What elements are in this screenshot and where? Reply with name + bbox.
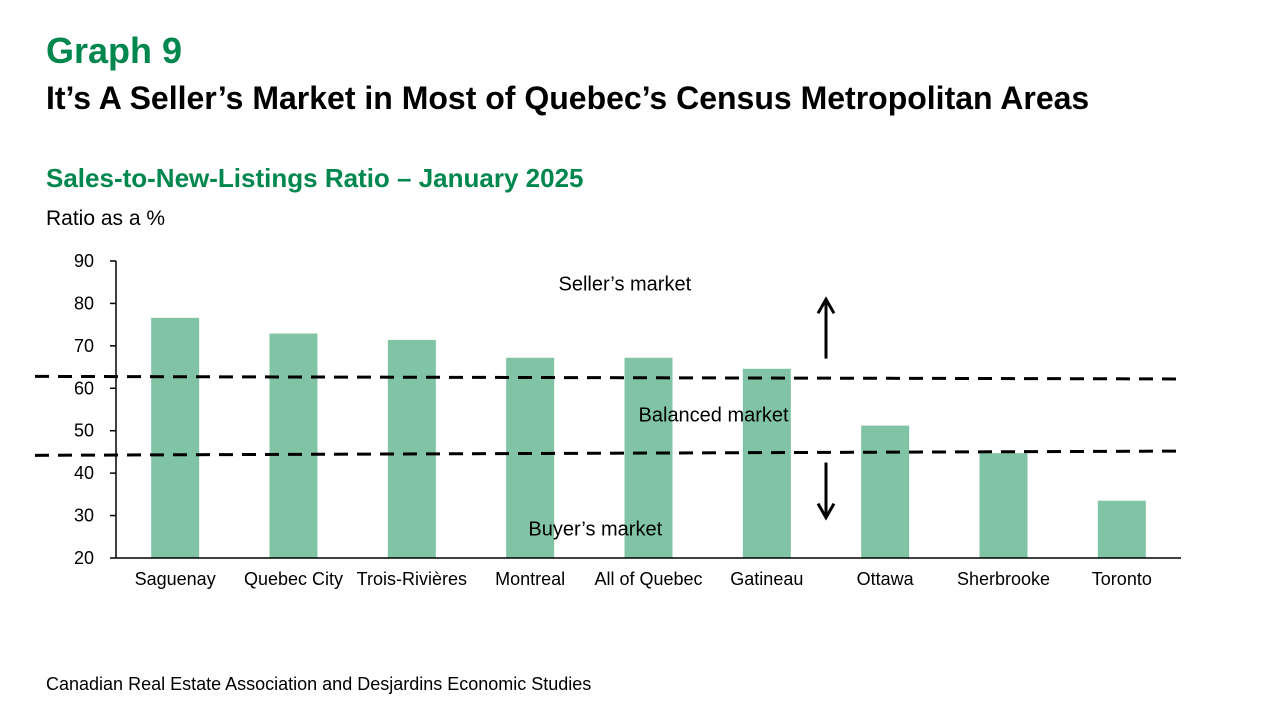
bar-toronto <box>1097 500 1146 558</box>
graph-label: Graph 9 <box>46 30 183 71</box>
x-tick-label: Ottawa <box>857 569 915 589</box>
chart-title: Sales-to-New-Listings Ratio – January 20… <box>46 163 584 193</box>
annotation-label: Buyer’s market <box>528 519 662 541</box>
x-tick-label: Sherbrooke <box>957 569 1050 589</box>
page-title: It’s A Seller’s Market in Most of Quebec… <box>46 80 1090 116</box>
annotation-label: Balanced market <box>639 404 790 426</box>
arrow-up-icon <box>816 296 836 315</box>
bar-gatineau <box>742 368 791 558</box>
y-tick-label: 80 <box>74 293 94 313</box>
annotation-label: Seller’s market <box>559 273 692 295</box>
x-tick-label: Quebec City <box>244 569 343 589</box>
y-tick-label: 90 <box>74 251 94 271</box>
bar-saguenay <box>151 317 200 558</box>
y-tick-label: 30 <box>74 506 94 526</box>
x-tick-label: Trois-Rivières <box>357 569 467 589</box>
bar-trois-rivi-res <box>387 339 436 558</box>
x-tick-label: Montreal <box>495 569 565 589</box>
y-tick-label: 70 <box>74 336 94 356</box>
arrow-down-icon <box>816 502 836 521</box>
source-note: Canadian Real Estate Association and Des… <box>46 674 592 694</box>
bar-all-of-quebec <box>624 357 673 558</box>
bar-montreal <box>506 357 555 558</box>
bar-quebec-city <box>269 333 318 558</box>
y-tick-label: 60 <box>74 378 94 398</box>
y-tick-label: 20 <box>74 548 94 568</box>
threshold-line <box>34 449 1182 457</box>
bar-sherbrooke <box>979 453 1028 558</box>
y-axis-label: Ratio as a % <box>46 207 166 230</box>
x-tick-label: Saguenay <box>135 569 216 589</box>
x-tick-label: All of Quebec <box>594 569 702 589</box>
bar-ottawa <box>861 425 910 558</box>
x-tick-label: Gatineau <box>730 569 803 589</box>
y-tick-label: 50 <box>74 421 94 441</box>
y-tick-label: 40 <box>74 463 94 483</box>
x-tick-label: Toronto <box>1092 569 1152 589</box>
threshold-line <box>34 374 1182 381</box>
